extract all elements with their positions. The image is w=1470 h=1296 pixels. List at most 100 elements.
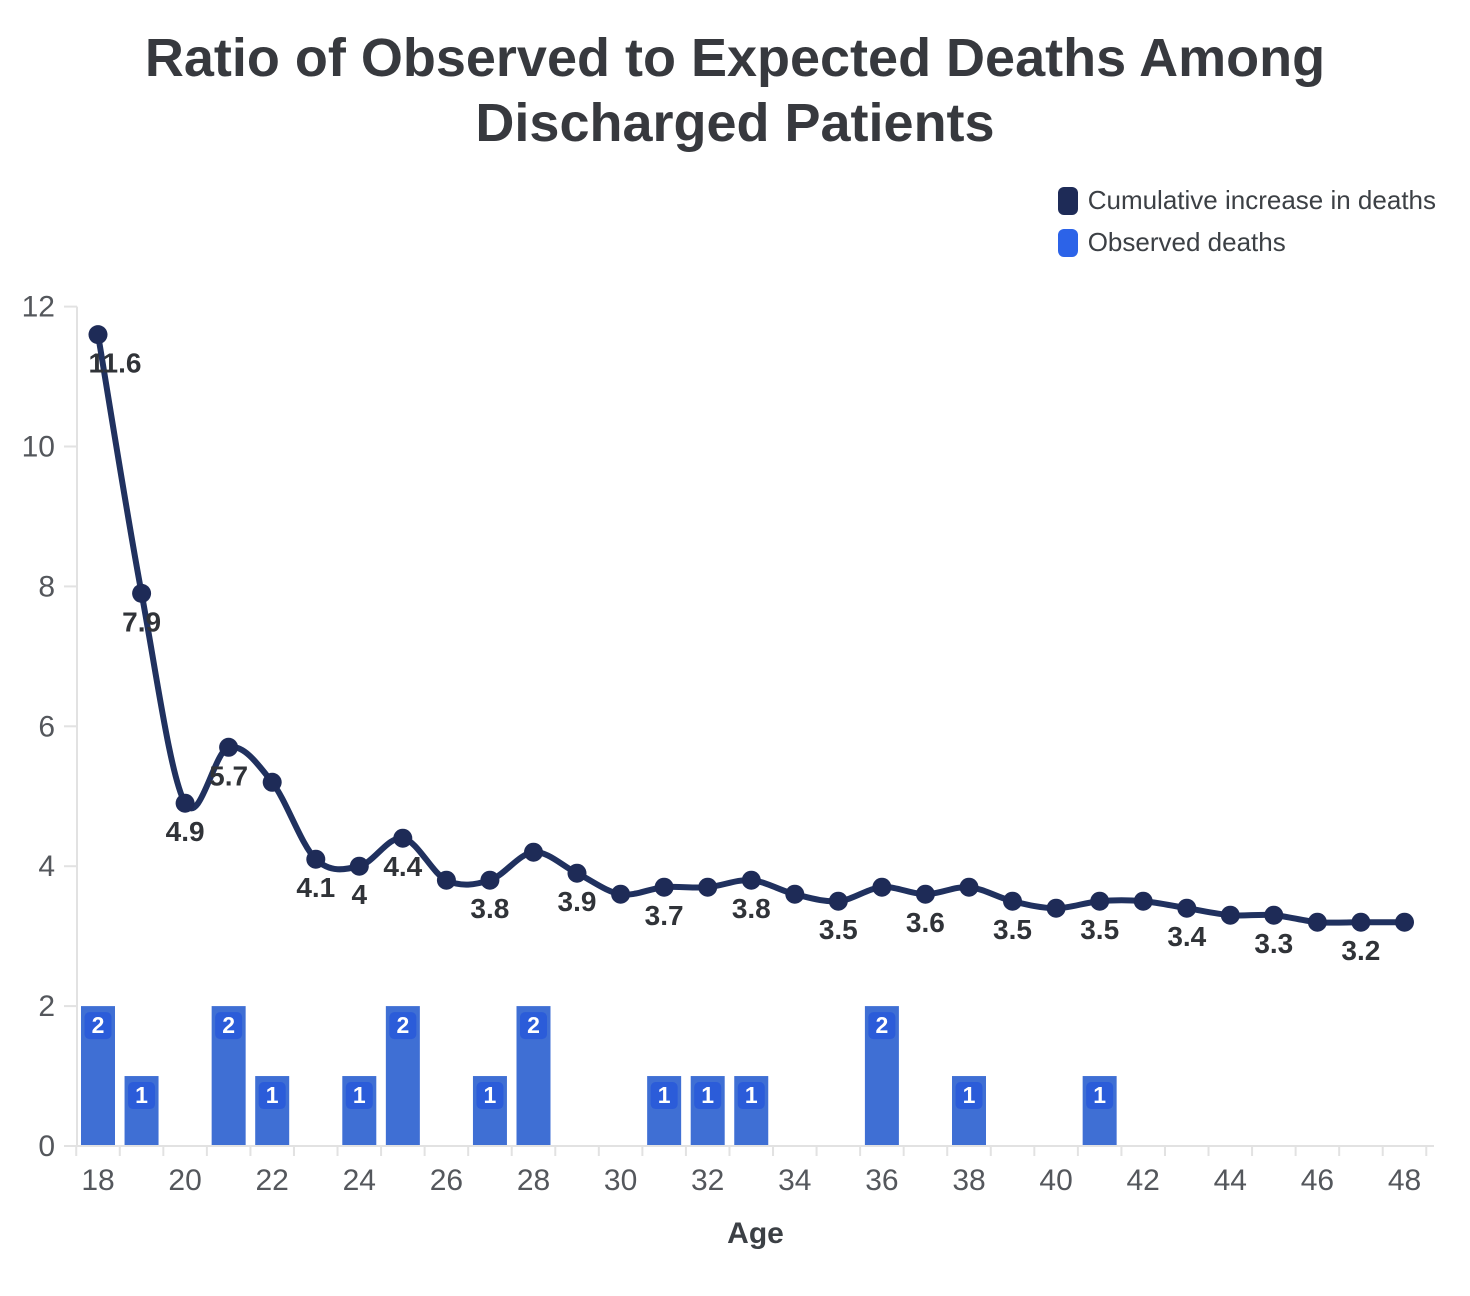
point-data-label: 3.7	[645, 900, 684, 931]
x-axis-title: Age	[727, 1217, 784, 1250]
line-point	[915, 884, 935, 904]
line-point	[132, 583, 152, 603]
line-point	[262, 772, 282, 792]
legend-item-cumulative: Cumulative increase in deaths	[1057, 185, 1436, 216]
line-point	[654, 877, 674, 897]
x-axis-tick-label: 26	[430, 1164, 463, 1197]
bar-value-label: 1	[745, 1082, 758, 1108]
point-data-label: 3.6	[906, 907, 945, 938]
line-point	[524, 842, 543, 862]
point-data-label: 3.5	[819, 914, 858, 945]
bar-value-badge	[868, 1012, 896, 1040]
y-axis-tick-label: 4	[38, 850, 55, 883]
bar-value-badge	[84, 1012, 112, 1040]
point-data-label: 11.6	[89, 348, 142, 379]
x-axis-tick-label: 20	[168, 1164, 201, 1197]
y-axis-tick-label: 8	[38, 570, 55, 603]
point-data-label: 3.8	[732, 893, 771, 924]
point-data-label: 4.9	[166, 816, 205, 847]
point-data-label: 4	[352, 879, 368, 910]
bar-value-badge	[520, 1012, 547, 1040]
line-point	[88, 325, 108, 345]
bar-value-label: 1	[353, 1082, 366, 1108]
line-point	[611, 884, 631, 904]
bar-value-label: 1	[484, 1082, 497, 1108]
line-point	[349, 856, 369, 876]
point-data-label: 4.1	[296, 872, 335, 903]
legend: Cumulative increase in deaths Observed d…	[1057, 185, 1436, 258]
bar-value-badge	[737, 1082, 765, 1110]
point-data-label: 3.5	[993, 914, 1032, 945]
point-data-label: 3.9	[558, 886, 597, 917]
bar-value-badge	[389, 1012, 417, 1040]
line-point	[436, 870, 456, 890]
x-axis-tick-label: 30	[604, 1164, 637, 1197]
bar-value-label: 1	[658, 1082, 671, 1108]
bar-value-label: 2	[527, 1012, 540, 1038]
bar-value-badge	[345, 1082, 373, 1110]
line-point	[175, 793, 195, 813]
x-axis-tick-label: 40	[1039, 1164, 1072, 1197]
line-point	[872, 877, 892, 897]
point-data-label: 3.3	[1254, 928, 1293, 959]
x-axis-tick-label: 36	[865, 1164, 898, 1197]
line-point	[1307, 912, 1327, 932]
bar-value-badge	[215, 1012, 243, 1040]
chart-title-line-2: Discharged Patients	[475, 92, 995, 153]
point-data-label: 4.4	[383, 851, 422, 882]
x-axis-tick-label: 44	[1214, 1164, 1247, 1197]
point-data-label: 7.9	[122, 606, 161, 637]
point-data-label: 3.2	[1341, 935, 1380, 966]
line-point	[741, 870, 761, 890]
line-point	[393, 828, 413, 848]
line-point	[306, 849, 326, 869]
chart-title: Ratio of Observed to Expected Deaths Amo…	[0, 26, 1470, 156]
line-point	[1220, 905, 1240, 925]
x-axis-tick-label: 38	[952, 1164, 985, 1197]
bar-value-badge	[128, 1082, 156, 1110]
x-axis-tick-label: 18	[81, 1164, 114, 1197]
bar-value-label: 1	[266, 1082, 279, 1108]
x-axis-tick-label: 42	[1127, 1164, 1160, 1197]
line-point	[480, 870, 500, 890]
cumulative-line	[95, 331, 1408, 926]
y-axis-tick-label: 6	[38, 710, 55, 743]
line-point	[1046, 898, 1066, 918]
bar-value-label: 2	[876, 1012, 889, 1038]
legend-swatch-cumulative-icon	[1057, 186, 1078, 215]
bar-value-label: 2	[396, 1012, 409, 1038]
bar-value-badge	[476, 1082, 504, 1110]
line-point	[959, 877, 979, 897]
legend-label-observed: Observed deaths	[1087, 227, 1286, 257]
x-axis-tick-label: 32	[691, 1164, 724, 1197]
bar-value-badge	[258, 1082, 286, 1110]
line-point	[1177, 898, 1197, 918]
line-point	[1003, 891, 1022, 911]
line-point	[828, 891, 848, 911]
chart-title-line-1: Ratio of Observed to Expected Deaths Amo…	[144, 28, 1326, 88]
bar-value-label: 2	[92, 1012, 105, 1038]
bar-value-badge	[955, 1082, 983, 1110]
point-data-label: 3.5	[1080, 914, 1119, 945]
point-data-label: 3.8	[470, 893, 509, 924]
x-axis-tick-label: 22	[256, 1164, 289, 1197]
y-axis-tick-label: 12	[22, 291, 55, 324]
line-point	[785, 884, 805, 904]
legend-item-observed: Observed deaths	[1057, 227, 1286, 258]
legend-swatch-observed-icon	[1057, 228, 1078, 257]
bar-value-label: 1	[963, 1082, 976, 1108]
legend-label-cumulative: Cumulative increase in deaths	[1087, 185, 1436, 215]
line-point	[567, 863, 587, 883]
line-point	[698, 877, 718, 897]
line-point	[1133, 891, 1153, 911]
bar-value-badge	[650, 1082, 678, 1110]
x-axis-tick-label: 46	[1301, 1164, 1334, 1197]
line-point	[1395, 912, 1414, 932]
line-point	[1264, 905, 1284, 925]
bar-value-badge	[694, 1082, 722, 1110]
x-axis-tick-label: 24	[343, 1164, 376, 1197]
y-axis-tick-label: 2	[38, 990, 55, 1023]
line-point	[1351, 912, 1371, 932]
